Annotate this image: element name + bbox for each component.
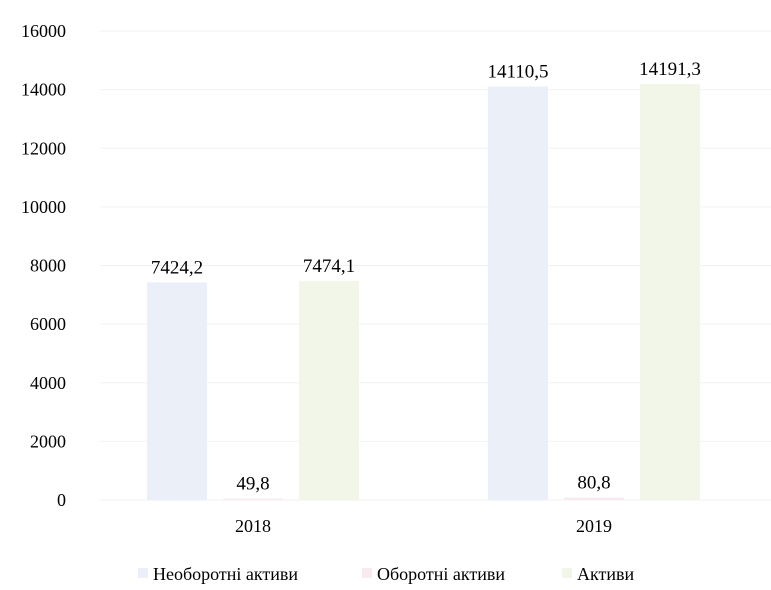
y-tick-label: 2000 [30, 431, 66, 451]
legend-label: Активи [577, 564, 635, 584]
legend-swatch [138, 568, 148, 578]
data-labels: 7424,2 49,8 7474,1 14110,5 80,8 14191,3 [151, 59, 701, 495]
x-tick-label: 2018 [235, 516, 271, 536]
legend-label: Необоротні активи [153, 564, 298, 584]
data-label: 14191,3 [639, 59, 701, 80]
legend-item: Необоротні активи [138, 564, 298, 584]
legend: Необоротні активи Оборотні активи Активи [138, 564, 635, 584]
gridlines [100, 30, 771, 501]
bar [488, 86, 548, 500]
y-tick-label: 12000 [21, 138, 66, 158]
data-label: 7474,1 [303, 256, 355, 277]
legend-swatch [562, 568, 572, 578]
bar [299, 280, 359, 500]
bar [223, 498, 283, 500]
y-tick-label: 0 [57, 490, 66, 510]
y-tick-label: 6000 [30, 314, 66, 334]
y-tick-label: 8000 [30, 256, 66, 276]
legend-item: Активи [562, 564, 635, 584]
y-axis: 0 2000 4000 6000 8000 10000 12000 14000 16000 [21, 21, 66, 510]
bar [564, 497, 624, 500]
y-tick-label: 14000 [21, 80, 66, 100]
legend-label: Оборотні активи [377, 564, 505, 584]
data-label: 14110,5 [487, 61, 548, 82]
data-label: 7424,2 [151, 257, 203, 278]
bar [640, 84, 700, 500]
y-tick-label: 4000 [30, 373, 66, 393]
data-label: 80,8 [577, 473, 610, 494]
bar [147, 282, 207, 500]
legend-item: Оборотні активи [362, 564, 505, 584]
y-tick-label: 10000 [21, 197, 66, 217]
legend-swatch [362, 568, 372, 578]
y-tick-label: 16000 [21, 21, 66, 41]
bars [147, 84, 700, 500]
x-tick-label: 2019 [576, 516, 612, 536]
x-axis: 2018 2019 [235, 516, 612, 536]
data-label: 49,8 [236, 474, 269, 495]
